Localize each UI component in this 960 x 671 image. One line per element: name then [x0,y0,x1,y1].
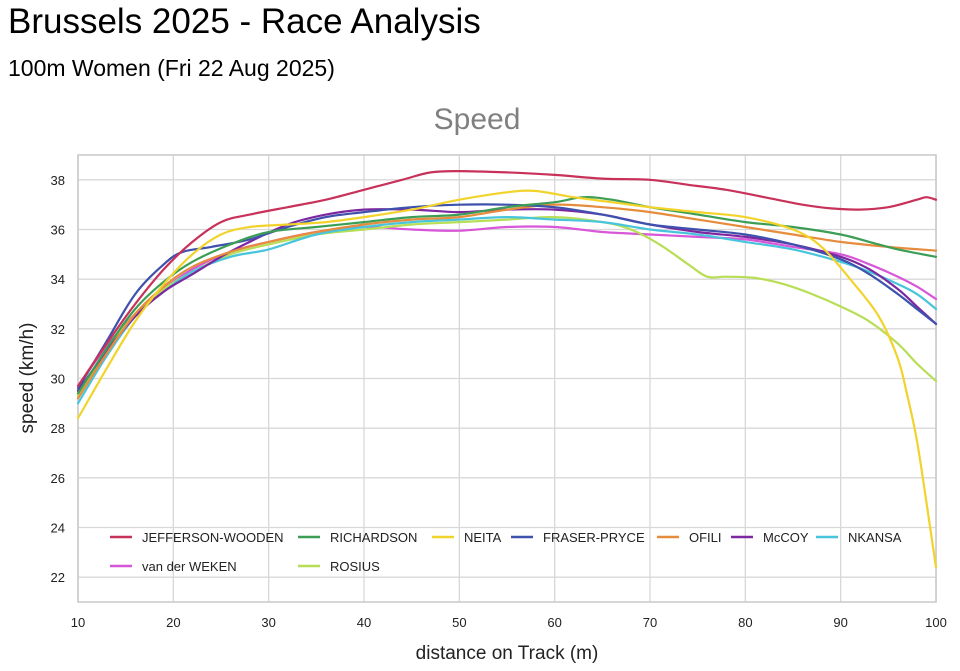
legend-label-ofili: OFILI [689,530,722,545]
legend-label-nkansa: NKANSA [848,530,902,545]
legend-label-jefferson-wooden: JEFFERSON-WOODEN [142,530,284,545]
series-line-jefferson-wooden [76,169,938,388]
x-tick-label: 90 [833,615,847,630]
page-subtitle: 100m Women (Fri 22 Aug 2025) [8,55,335,81]
x-tick-label: 10 [71,615,85,630]
x-tick-label: 30 [261,615,275,630]
legend-label-fraser-pryce: FRASER-PRYCE [543,530,645,545]
x-axis-label: distance on Track (m) [416,643,599,664]
legend-label-van-der-weken: van der WEKEN [142,559,237,574]
x-tick-label: 60 [547,615,561,630]
y-axis-label: speed (km/h) [17,323,38,434]
x-tick-label: 70 [643,615,657,630]
grid [77,155,937,602]
x-tick-label: 100 [925,615,947,630]
series-line-ofili [76,203,938,400]
chart-title: Speed [434,103,521,136]
y-tick-label: 32 [51,322,65,337]
legend: JEFFERSON-WOODEN RICHARDSON NEITA FRASER-PR… [110,530,902,574]
legend-label-neita: NEITA [464,530,502,545]
legend-label-mccoy: McCOY [763,530,809,545]
x-tick-label: 50 [452,615,466,630]
y-tick-label: 24 [51,521,65,536]
axis-ticks: 10 20 30 40 50 60 70 80 90 100 22 24 26 28 30 32 34 36 38 [51,173,947,630]
series-lines [76,169,938,569]
legend-label-rosius: ROSIUS [330,559,380,574]
y-tick-label: 26 [51,471,65,486]
series-line-neita [76,189,938,569]
series-line-richardson [76,196,938,395]
y-tick-label: 22 [51,570,65,585]
x-tick-label: 80 [738,615,752,630]
legend-label-richardson: RICHARDSON [330,530,417,545]
x-tick-label: 20 [166,615,180,630]
series-line-nkansa [76,216,938,405]
y-tick-label: 34 [51,272,65,287]
series-line-van-der-weken [76,225,938,388]
x-tick-label: 40 [357,615,371,630]
y-tick-label: 38 [51,173,65,188]
page-title: Brussels 2025 - Race Analysis [8,2,481,41]
y-tick-label: 30 [51,372,65,387]
y-tick-label: 28 [51,421,65,436]
y-tick-label: 36 [51,223,65,238]
plot-frame [77,154,937,603]
